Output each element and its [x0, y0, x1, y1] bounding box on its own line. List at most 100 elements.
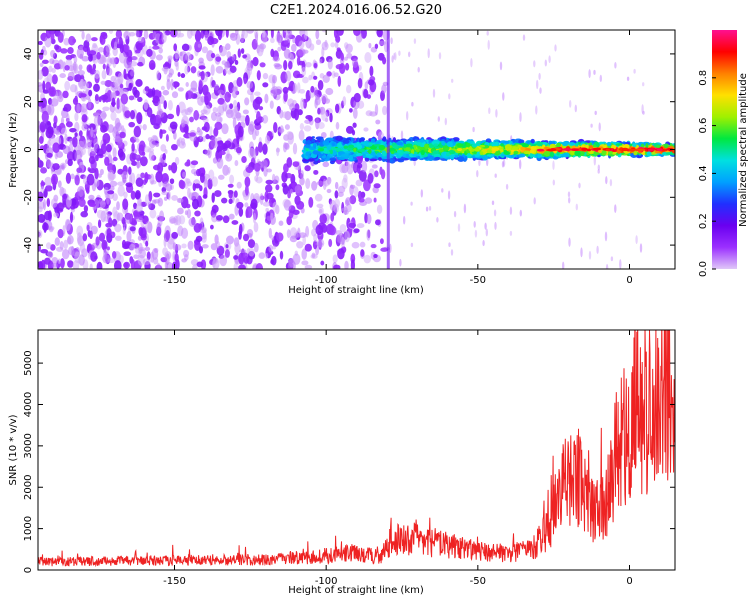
spectrogram-cell — [137, 61, 144, 67]
spectrogram-cell — [86, 224, 90, 232]
spectrogram-cell — [283, 59, 288, 71]
spectrogram-cell — [382, 151, 387, 157]
spectrogram-cell — [134, 191, 141, 200]
spectrogram-cell — [367, 173, 374, 184]
spectrogram-cell — [57, 93, 64, 103]
spectrogram-cell — [45, 185, 53, 192]
spectrogram-cell — [123, 251, 131, 257]
spectrogram-cell — [81, 31, 85, 40]
spectrogram-cell — [176, 104, 180, 117]
spectrogram-x-tick-label: -100 — [315, 275, 338, 286]
spectrogram-cell — [568, 197, 571, 204]
spectrogram-cell — [57, 258, 62, 265]
spectrogram-cell — [129, 110, 136, 120]
spectrogram-cell — [578, 182, 581, 189]
spectrogram-cell — [135, 30, 140, 38]
spectrogram-cell — [353, 186, 359, 198]
spectrogram-cell — [137, 200, 142, 207]
spectrogram-cell — [434, 156, 441, 161]
spectrogram-cell — [375, 119, 381, 125]
spectrogram-cell — [371, 164, 378, 169]
spectrogram-cell — [353, 228, 360, 234]
spectrogram-cell — [151, 87, 156, 97]
spectrogram-cell — [332, 254, 338, 264]
spectrogram-cell — [101, 113, 107, 118]
spectrogram-cell — [570, 148, 579, 152]
spectrogram-cell — [488, 107, 491, 115]
spectrogram-cell — [522, 34, 526, 41]
spectrogram-cell — [411, 148, 415, 155]
spectrogram-cell — [441, 140, 446, 146]
spectrogram-cell — [298, 232, 307, 238]
spectrogram-cell — [269, 100, 274, 110]
spectrogram-cell — [568, 237, 571, 247]
spectrogram-cell — [334, 181, 339, 190]
spectrogram-cell — [494, 173, 497, 178]
spectrogram-cell — [346, 84, 352, 94]
spectrogram-cell — [102, 106, 110, 112]
spectrogram-cell — [441, 188, 444, 193]
spectrogram-cell — [67, 158, 73, 167]
spectrogram-cell — [152, 257, 159, 265]
spectrogram-cell — [168, 164, 172, 171]
spectrogram-cell — [238, 223, 243, 235]
spectrogram-cell — [252, 212, 257, 224]
spectrogram-cell — [42, 199, 47, 211]
spectrogram-cell — [382, 136, 387, 142]
spectrogram-cell — [68, 246, 75, 256]
spectrogram-cell — [112, 91, 117, 100]
spectrogram-cell — [112, 46, 118, 57]
spectrogram-cell — [272, 74, 277, 84]
spectrogram-cell — [57, 228, 64, 239]
spectrogram-cell — [241, 155, 247, 164]
spectrogram-cell — [225, 244, 229, 249]
spectrogram-cell — [246, 62, 254, 71]
spectrogram-cell — [368, 42, 372, 49]
spectrogram-cell — [208, 169, 215, 181]
spectrogram-cell — [663, 143, 669, 149]
spectrogram-cell — [198, 57, 204, 64]
colorbar-tick-label: 0.2 — [698, 213, 709, 229]
spectrogram-cell — [82, 45, 89, 52]
spectrogram-cell — [410, 157, 418, 161]
spectrogram-cell — [94, 167, 99, 180]
spectrogram-cell — [478, 159, 481, 167]
spectrogram-cell — [359, 148, 366, 153]
spectrogram-cell — [344, 62, 350, 71]
spectrogram-cell — [323, 147, 328, 154]
spectrogram-cell — [247, 239, 256, 249]
spectrogram-cell — [242, 233, 250, 242]
spectrogram-cell — [163, 100, 167, 110]
spectrogram-cell — [476, 170, 479, 178]
spectrogram-cell — [217, 137, 222, 142]
spectrogram-cell — [48, 65, 53, 73]
spectrogram-cell — [382, 56, 387, 65]
spectrogram-x-axis-label: Height of straight line (km) — [288, 285, 424, 296]
spectrogram-cell — [239, 115, 247, 122]
spectrogram-cell — [169, 121, 178, 130]
spectrogram-cell — [135, 177, 144, 187]
spectrogram-cell — [337, 248, 345, 260]
spectrogram-cell — [198, 223, 203, 230]
spectrogram-cell — [44, 210, 52, 221]
spectrogram-cell — [105, 222, 113, 228]
spectrogram-cell — [63, 37, 70, 46]
spectrogram-cell — [271, 245, 277, 250]
spectrogram-cell — [343, 145, 349, 149]
spectrogram-cell — [236, 181, 242, 189]
spectrogram-cell — [94, 69, 100, 79]
spectrogram-cell — [90, 225, 98, 235]
spectrogram-cell — [530, 138, 535, 144]
spectrogram-cell — [204, 179, 208, 185]
spectrogram-cell — [121, 171, 129, 180]
spectrogram-cell — [317, 122, 325, 129]
spectrogram-cell — [78, 130, 83, 137]
spectrogram-cell — [171, 143, 178, 151]
spectrogram-cell — [102, 94, 106, 103]
spectrogram-cell — [45, 81, 52, 91]
snr-y-tick-label: 1000 — [23, 516, 34, 541]
snr-x-ticks: -150 -100 -50 0 — [163, 330, 633, 587]
spectrogram-cell — [152, 31, 157, 40]
spectrogram-cell — [335, 230, 342, 236]
spectrogram-cell — [304, 165, 311, 172]
